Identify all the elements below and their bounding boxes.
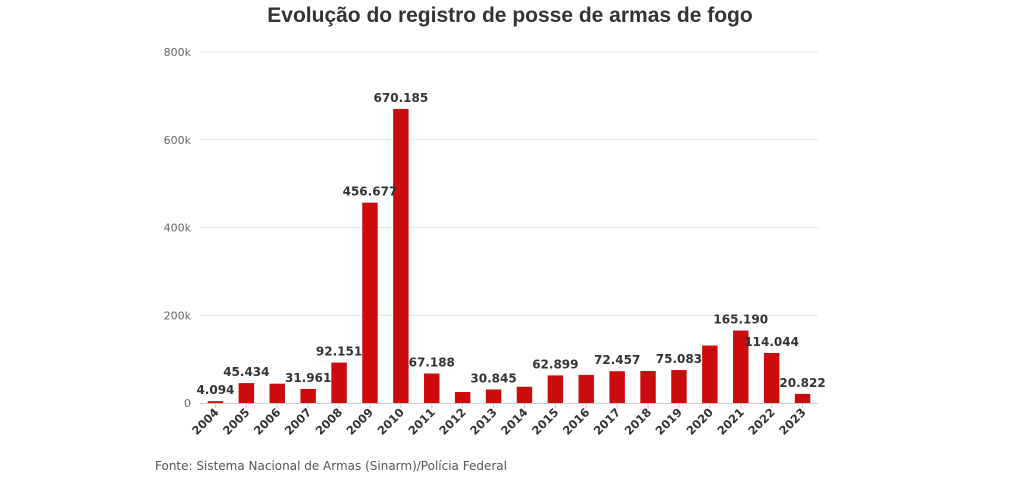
bar (516, 386, 533, 403)
data-label: 31.961 (285, 371, 331, 385)
x-tick-label: 2015 (529, 405, 562, 438)
data-label: 20.822 (779, 376, 825, 390)
bar (671, 370, 687, 403)
x-tick-label: 2006 (251, 405, 284, 438)
x-tick-label: 2014 (498, 405, 531, 438)
x-tick-label: 2008 (313, 405, 346, 438)
bar (362, 202, 378, 403)
x-tick-label: 2017 (591, 405, 624, 438)
x-tick-label: 2007 (282, 405, 315, 438)
x-tick-label: 2010 (374, 405, 407, 438)
y-tick-label: 400k (164, 222, 192, 235)
x-tick-label: 2013 (467, 405, 500, 438)
data-label: 75.083 (656, 352, 702, 366)
x-tick-label: 2005 (220, 405, 253, 438)
bar (393, 108, 409, 403)
x-tick-label: 2018 (622, 405, 655, 438)
bar (702, 345, 718, 403)
x-tick-label: 2022 (745, 405, 778, 438)
bar (640, 370, 656, 403)
x-tick-label: 2012 (436, 405, 469, 438)
chart-title: Evolução do registro de posse de armas d… (267, 4, 753, 27)
x-tick-label: 2004 (189, 405, 222, 438)
y-tick-label: 0 (184, 397, 191, 410)
bars (207, 108, 811, 403)
x-tick-label: 2021 (714, 405, 747, 438)
data-label: 62.899 (532, 357, 578, 371)
bar (763, 352, 780, 403)
bar (207, 401, 224, 403)
x-tick-label: 2023 (776, 405, 809, 438)
y-tick-label: 200k (164, 309, 192, 322)
data-label: 92.151 (316, 345, 362, 359)
bar (424, 373, 440, 403)
y-axis-ticks: 0 200k 400k 600k 800k (164, 46, 192, 410)
grid-lines (200, 51, 818, 316)
bar (238, 383, 255, 403)
y-tick-label: 800k (164, 46, 192, 59)
data-label: 30.845 (470, 371, 516, 385)
bar (547, 375, 564, 403)
bar (609, 371, 625, 403)
data-label: 72.457 (594, 353, 640, 367)
bar (331, 362, 347, 403)
bar (454, 392, 471, 403)
x-axis: 2004200520062007200820092010201120122013… (189, 403, 818, 438)
x-tick-label: 2019 (653, 405, 686, 438)
bar (794, 393, 811, 403)
data-label: 114.044 (744, 335, 799, 349)
data-label: 67.188 (409, 356, 455, 370)
bar (269, 383, 285, 403)
data-label: 670.185 (374, 91, 429, 105)
bar (485, 389, 502, 403)
x-tick-label: 2009 (344, 405, 377, 438)
bar (300, 388, 316, 403)
x-tick-label: 2016 (560, 405, 593, 438)
data-label: 165.190 (713, 313, 768, 327)
x-tick-label: 2011 (405, 405, 438, 438)
data-label: 456.677 (343, 185, 398, 199)
bar (578, 374, 594, 403)
source-note: Fonte: Sistema Nacional de Armas (Sinarm… (155, 459, 507, 473)
data-label: 4.094 (196, 383, 234, 397)
data-label: 45.434 (223, 365, 269, 379)
y-tick-label: 600k (164, 134, 192, 147)
data-labels: 4.094 45.434 31.961 92.151 456.677 670.185 67.… (196, 91, 825, 397)
bar (733, 330, 749, 403)
x-tick-label: 2020 (683, 405, 716, 438)
